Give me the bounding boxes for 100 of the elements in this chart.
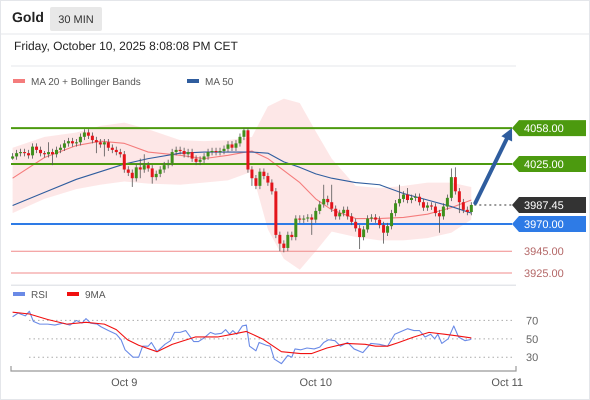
candlestick — [282, 240, 286, 253]
candlestick — [238, 133, 242, 148]
x-tick-label: Oct 10 — [300, 377, 332, 389]
candlestick — [226, 140, 230, 152]
candlestick — [35, 142, 38, 154]
candlestick — [134, 164, 138, 182]
candlestick — [98, 138, 102, 148]
candlestick — [202, 152, 206, 164]
candlestick — [130, 169, 134, 188]
candlestick — [390, 209, 394, 230]
candlestick — [234, 140, 238, 152]
candlestick — [242, 128, 246, 140]
legend-label: MA 20 + Bollinger Bands — [31, 77, 141, 88]
y-tick-label: 30 — [526, 352, 538, 364]
candlestick — [142, 154, 146, 174]
candlestick — [358, 224, 362, 250]
candlestick — [286, 231, 290, 252]
candlestick — [178, 146, 182, 155]
candlestick — [222, 145, 226, 155]
candlestick — [378, 216, 382, 229]
candlestick — [430, 202, 433, 210]
candlestick — [250, 166, 254, 186]
candlestick — [210, 147, 214, 156]
candlestick — [422, 198, 425, 212]
candlestick — [82, 128, 86, 140]
ref-line-label: 4025.00 — [524, 159, 564, 172]
chart-title: Gold — [12, 9, 44, 25]
ref-line-label: 4058.00 — [524, 123, 564, 136]
candlestick — [314, 207, 318, 224]
candlestick — [206, 148, 210, 160]
candlestick — [15, 149, 18, 160]
candlestick — [338, 209, 342, 220]
candlestick — [326, 195, 330, 206]
candlestick — [258, 168, 262, 190]
candlestick — [214, 147, 218, 156]
legend-label: RSI — [31, 290, 48, 301]
candlestick — [418, 193, 421, 206]
y-tick-label: 50 — [526, 334, 538, 346]
candlestick — [342, 206, 346, 217]
candlestick — [218, 147, 222, 156]
candlestick — [318, 200, 322, 215]
candlestick — [138, 158, 142, 179]
candlestick — [31, 142, 34, 160]
candlestick — [154, 170, 158, 181]
y-tick-label: 70 — [526, 315, 538, 328]
line-series — [12, 310, 472, 364]
candlestick — [39, 146, 42, 157]
candlestick — [334, 205, 338, 220]
candlestick — [438, 209, 441, 234]
candlestick — [402, 190, 406, 203]
candlestick — [278, 231, 282, 252]
candlestick — [354, 218, 358, 232]
candlestick — [442, 202, 445, 220]
candlestick — [414, 193, 417, 202]
ref-line-label: 3925.00 — [524, 268, 564, 280]
candlestick — [294, 214, 298, 241]
candlestick — [158, 166, 162, 178]
candlestick — [270, 178, 274, 195]
candlestick — [434, 202, 437, 217]
candlestick — [462, 198, 465, 214]
candlestick — [470, 202, 473, 216]
candlestick — [370, 214, 374, 222]
x-tick-label: Oct 11 — [491, 377, 524, 389]
candlestick — [146, 161, 150, 172]
candlestick — [266, 172, 270, 186]
candlestick — [78, 133, 82, 146]
candlestick — [330, 184, 334, 212]
ref-line-label: 3945.00 — [524, 246, 564, 258]
candlestick — [50, 148, 54, 166]
candlestick — [23, 148, 26, 157]
candlestick — [122, 150, 126, 174]
candlestick — [90, 132, 94, 144]
candlestick — [194, 154, 198, 166]
candlestick — [310, 214, 314, 236]
x-tick-label: Oct 9 — [111, 377, 138, 389]
candlestick — [410, 194, 413, 204]
candlestick — [74, 138, 78, 148]
candlestick — [94, 136, 98, 154]
candlestick — [450, 168, 453, 202]
candlestick — [382, 221, 386, 244]
candlestick — [126, 166, 130, 176]
candlestick — [406, 188, 409, 204]
candlestick — [46, 142, 50, 158]
candlestick — [190, 148, 194, 162]
candlestick — [43, 150, 46, 158]
candlestick — [102, 138, 106, 157]
candlestick — [62, 140, 66, 152]
candlestick — [170, 148, 174, 167]
candlestick — [350, 212, 354, 226]
candlestick — [366, 214, 370, 234]
candlestick — [458, 188, 461, 214]
candlestick — [254, 174, 258, 190]
ref-line-label: 3987.45 — [524, 200, 564, 212]
candlestick — [446, 194, 449, 210]
candlestick — [262, 168, 266, 180]
candlestick — [150, 164, 154, 184]
candlestick — [54, 146, 58, 158]
candlestick — [322, 184, 326, 208]
ref-line-label: 3970.00 — [524, 218, 564, 231]
candlestick — [362, 226, 366, 241]
